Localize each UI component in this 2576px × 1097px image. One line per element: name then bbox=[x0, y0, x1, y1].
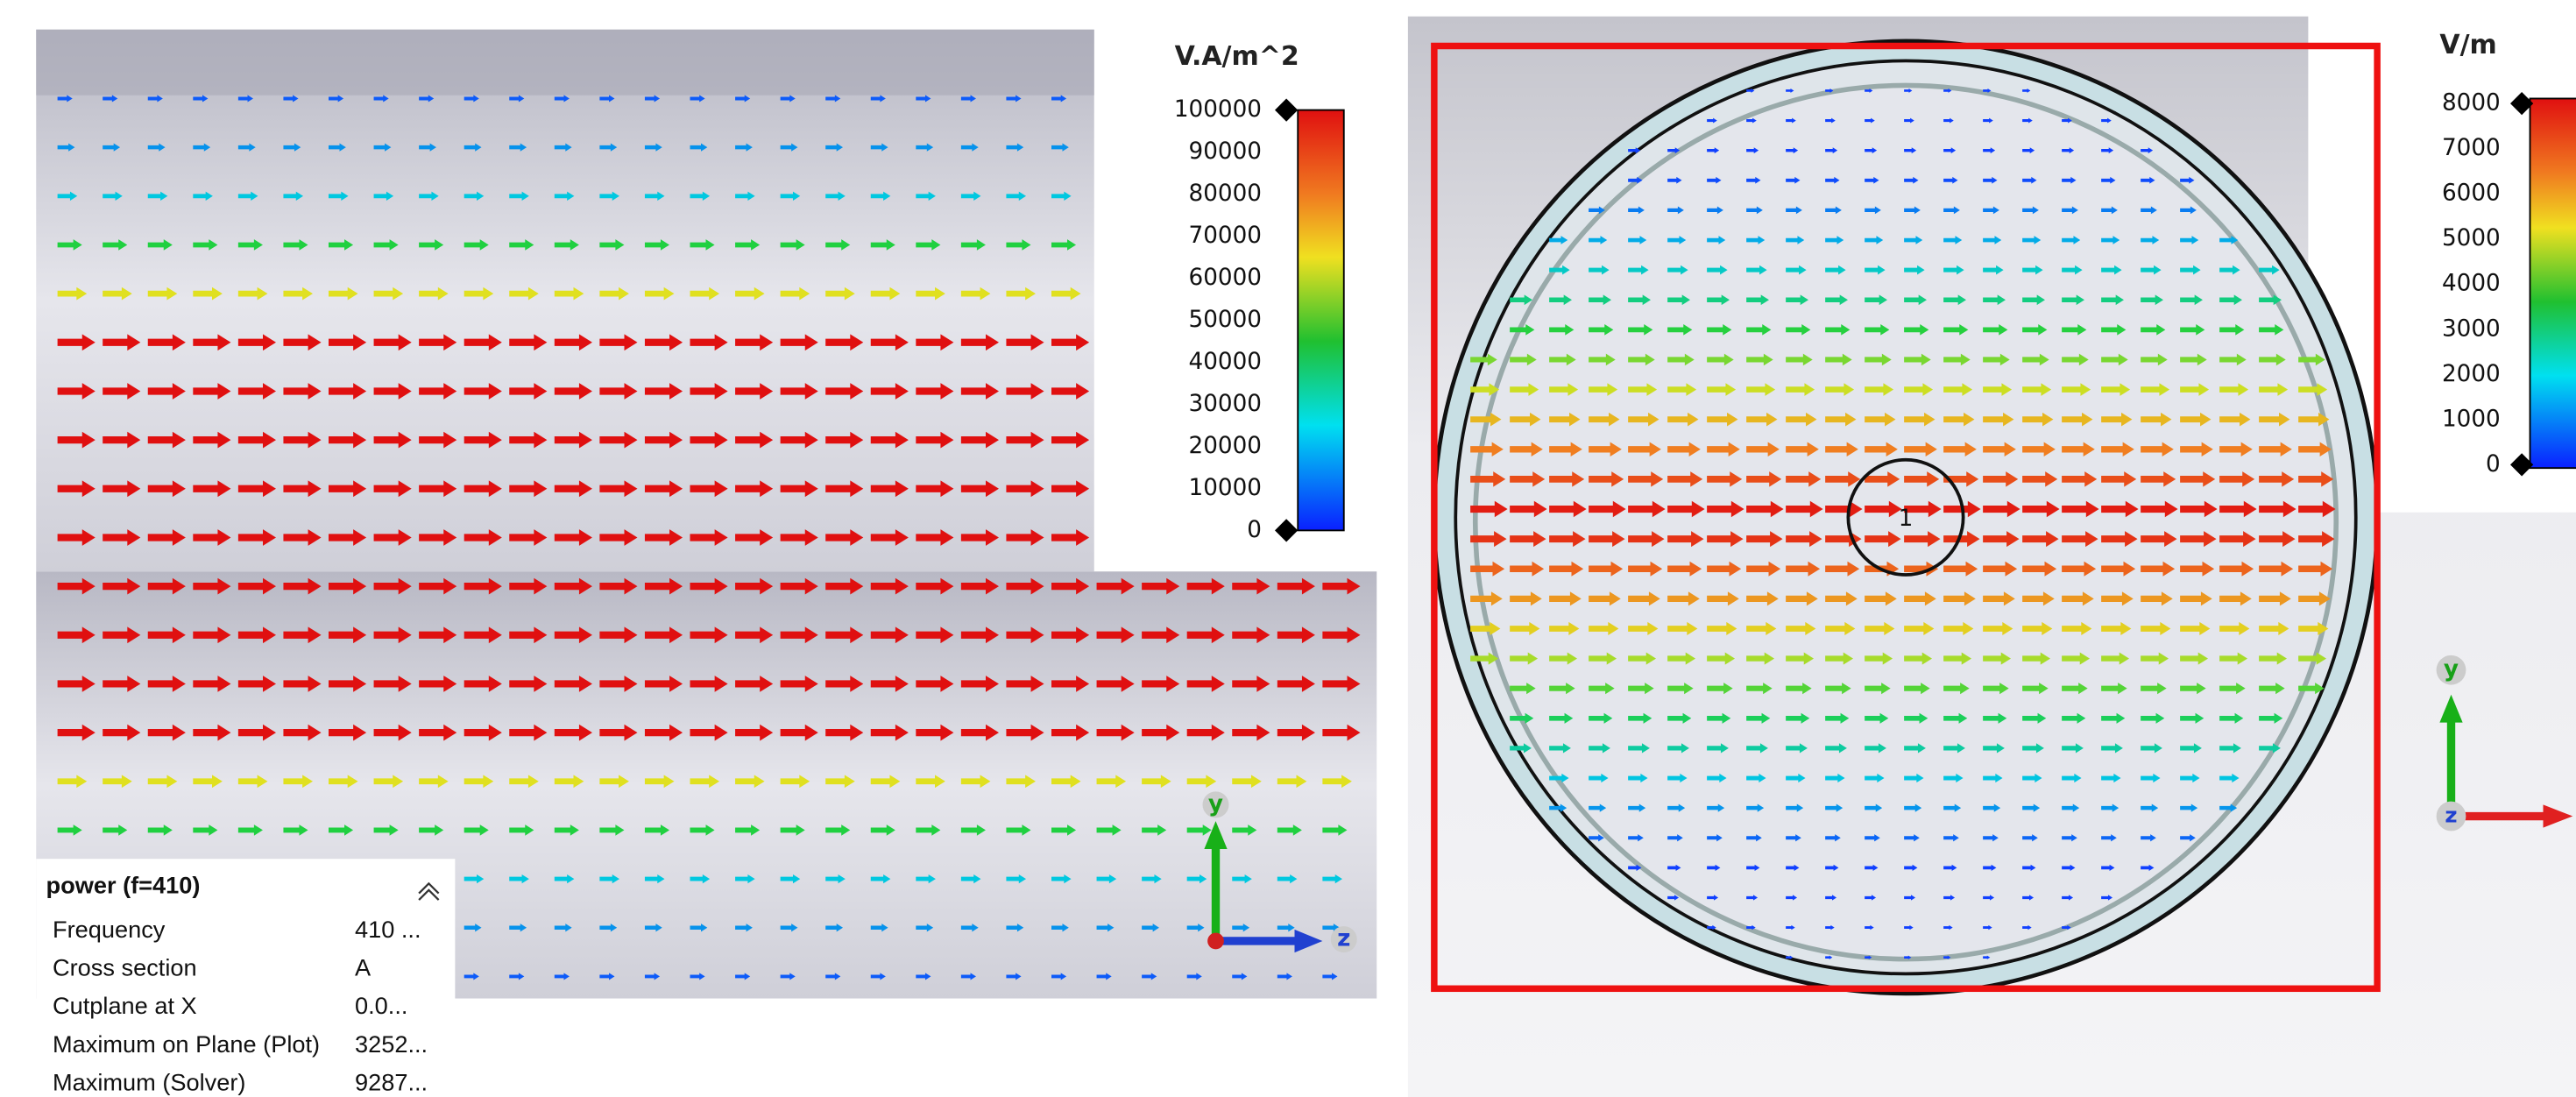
legend-label: 5000 bbox=[2442, 225, 2501, 251]
axis-label: y bbox=[2444, 656, 2459, 683]
page: V.A/m^2 10000090000800007000060000500004… bbox=[0, 0, 2576, 1097]
panel-title: power (f=410) bbox=[46, 871, 201, 898]
legend-label: 7000 bbox=[2442, 135, 2501, 161]
legend-label: 80000 bbox=[1189, 180, 1262, 207]
row-label: Cutplane at X bbox=[53, 992, 197, 1019]
legend-label: 4000 bbox=[2442, 271, 2501, 297]
legend-label: 90000 bbox=[1189, 138, 1262, 165]
row-value: 3252... bbox=[355, 1030, 428, 1058]
legend-label: 8000 bbox=[2442, 90, 2501, 117]
view-band bbox=[36, 30, 1094, 96]
legend-label: 40000 bbox=[1189, 349, 1262, 375]
legend-label: 1000 bbox=[2442, 406, 2501, 432]
row-value: 9287... bbox=[355, 1069, 428, 1096]
marker bbox=[1275, 519, 1298, 541]
legend-label: 30000 bbox=[1189, 391, 1262, 417]
axis-origin bbox=[1207, 933, 1224, 950]
legend-label: 6000 bbox=[2442, 180, 2501, 207]
legend-unit: V/m bbox=[2439, 30, 2496, 60]
axis-label: y bbox=[1208, 791, 1223, 817]
row-label: Maximum (Solver) bbox=[53, 1069, 245, 1096]
legend-label: 0 bbox=[2486, 451, 2501, 478]
row-value: 410 ... bbox=[355, 916, 421, 943]
row-label: Frequency bbox=[53, 916, 166, 943]
row-value: 0.0... bbox=[355, 992, 407, 1019]
legend-label: 20000 bbox=[1189, 433, 1262, 459]
left-legend: V.A/m^2 10000090000800007000060000500004… bbox=[1174, 41, 1344, 543]
right-view: 1 bbox=[1408, 0, 2576, 1097]
legend-unit: V.A/m^2 bbox=[1175, 41, 1299, 72]
row-value: A bbox=[355, 954, 372, 981]
screenshot: V.A/m^2 10000090000800007000060000500004… bbox=[0, 0, 2576, 1097]
axis-label: z bbox=[2445, 803, 2457, 828]
port-label: 1 bbox=[1899, 506, 1914, 532]
legend-label: 3000 bbox=[2442, 315, 2501, 342]
legend-label: 10000 bbox=[1189, 475, 1262, 501]
legend-label: 70000 bbox=[1189, 223, 1262, 249]
row-label: Maximum on Plane (Plot) bbox=[53, 1030, 320, 1058]
legend-label: 0 bbox=[1247, 517, 1262, 543]
legend-label: 100000 bbox=[1174, 96, 1262, 123]
legend-labels: 1000009000080000700006000050000400003000… bbox=[1174, 96, 1262, 543]
left-view bbox=[36, 30, 1376, 999]
marker bbox=[1275, 98, 1298, 121]
color-bar bbox=[2530, 98, 2576, 468]
axis-label: z bbox=[1337, 926, 1350, 952]
legend-labels: 8000 7000 6000 5000 4000 3000 2000 1000 0 bbox=[2442, 90, 2501, 478]
row-label: Cross section bbox=[53, 954, 197, 981]
legend-label: 60000 bbox=[1189, 265, 1262, 291]
color-bar bbox=[1298, 110, 1344, 531]
info-panel: power (f=410) Frequency 410 ... Cross sect… bbox=[36, 859, 455, 1097]
legend-label: 50000 bbox=[1189, 307, 1262, 333]
legend-label: 2000 bbox=[2442, 361, 2501, 387]
